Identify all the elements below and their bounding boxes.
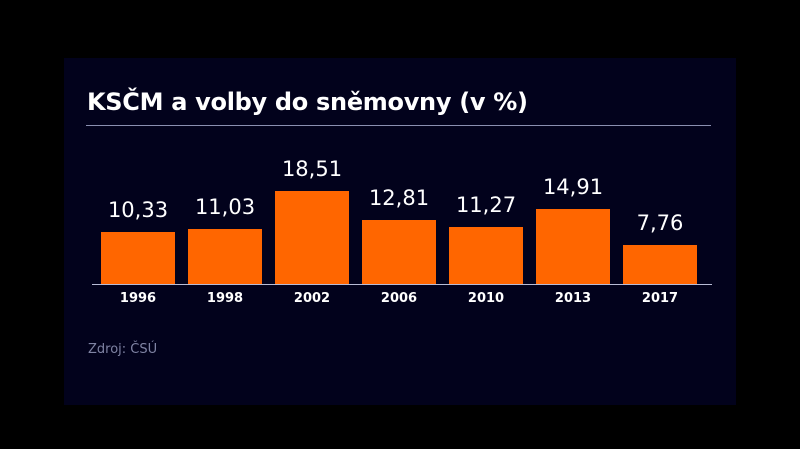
- x-tick-label: 2006: [380, 291, 418, 306]
- value-label: 12,81: [368, 186, 430, 210]
- x-tick-label: 1996: [119, 291, 157, 306]
- value-label: 18,51: [281, 157, 343, 181]
- bar-2013: [536, 209, 610, 284]
- bar-2002: [275, 191, 349, 284]
- chart-panel: KSČM a volby do sněmovny (v %) 10,33 11,0…: [64, 58, 736, 405]
- bar-1996: [101, 232, 175, 284]
- value-label: 7,76: [636, 211, 684, 235]
- source-note: Zdroj: ČSÚ: [88, 342, 158, 357]
- title-divider: [86, 125, 711, 126]
- value-label: 14,91: [542, 175, 604, 199]
- bar-2006: [362, 220, 436, 284]
- x-axis-line: [92, 284, 712, 285]
- value-label: 11,03: [194, 195, 256, 219]
- x-tick-label: 2010: [467, 291, 505, 306]
- bar-2010: [449, 227, 523, 284]
- bar-1998: [188, 229, 262, 284]
- x-tick-label: 2002: [293, 291, 331, 306]
- bar-2017: [623, 245, 697, 284]
- x-tick-label: 2017: [641, 291, 679, 306]
- value-label: 10,33: [107, 198, 169, 222]
- x-tick-label: 1998: [206, 291, 244, 306]
- chart-title: KSČM a volby do sněmovny (v %): [87, 88, 528, 116]
- plot-area: 10,33 11,03 18,51 12,81 11,27 14,91 7,76: [92, 157, 712, 284]
- x-tick-label: 2013: [554, 291, 592, 306]
- value-label: 11,27: [455, 193, 517, 217]
